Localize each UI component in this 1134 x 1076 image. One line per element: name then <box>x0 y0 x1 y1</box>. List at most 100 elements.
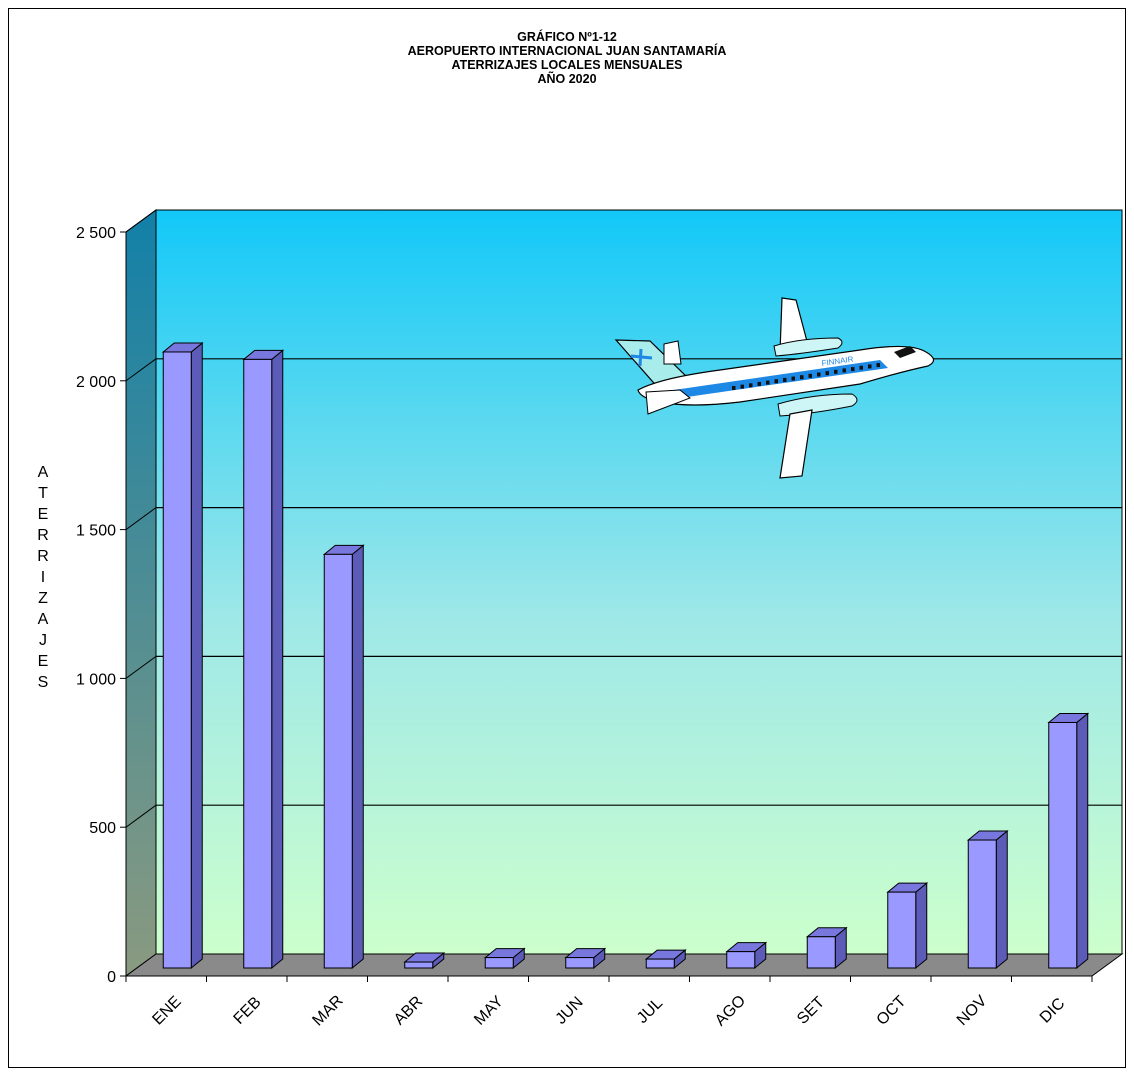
x-tick-label: SET <box>794 994 828 1028</box>
y-tick-label: 2 500 <box>76 225 116 242</box>
y-axis-label-letter: A <box>37 611 49 628</box>
y-axis-label-letter: A <box>37 464 49 481</box>
y-tick-label: 500 <box>89 820 116 837</box>
y-axis-label-letter: J <box>39 632 47 649</box>
x-tick-label: DIC <box>1037 995 1069 1027</box>
airplane-window <box>817 372 821 377</box>
gridline-side <box>125 804 157 828</box>
y-axis-label-letter: R <box>37 527 49 544</box>
bar-feb <box>242 349 285 970</box>
bar-side <box>1076 712 1089 970</box>
bar-jul <box>644 949 687 970</box>
bar-may <box>483 947 526 970</box>
x-tick-label: JUL <box>634 995 666 1027</box>
bar-jun <box>564 947 607 970</box>
bar-front <box>404 961 434 969</box>
airplane-engine-upper <box>773 337 843 357</box>
bar-front <box>565 957 595 969</box>
chart-title-block: GRÁFICO Nº1-12 AEROPUERTO INTERNACIONAL … <box>0 30 1134 86</box>
airplane-window <box>783 377 787 382</box>
bar-front <box>967 839 997 969</box>
airplane-window <box>749 383 753 388</box>
airplane-window <box>851 367 855 372</box>
chart-title-line-4: AÑO 2020 <box>537 72 597 86</box>
y-axis-label-letter: E <box>37 653 49 670</box>
bar-front <box>806 936 836 969</box>
y-tick-label: 2 000 <box>76 374 116 391</box>
chart-title-line-1: GRÁFICO Nº1-12 <box>517 30 617 44</box>
bar-front <box>726 951 756 969</box>
y-tick-label: 0 <box>107 969 116 986</box>
x-tick-label: AGO <box>712 992 749 1029</box>
y-axis-label-letter: T <box>38 485 48 502</box>
airplane-window <box>757 381 761 386</box>
bar-front <box>243 358 273 969</box>
airplane-wing-lower <box>779 409 813 479</box>
bar-ago <box>725 941 768 970</box>
bar-front <box>645 958 675 969</box>
bar-side <box>351 544 364 970</box>
x-tick-label: MAY <box>471 993 507 1029</box>
gridline-side <box>125 507 157 531</box>
y-axis-label-letter: Z <box>38 590 48 607</box>
chart-title-line-2: AEROPUERTO INTERNACIONAL JUAN SANTAMARÍA <box>407 44 727 58</box>
chart-title-line-3: ATERRIZAJES LOCALES MENSUALES <box>451 58 683 72</box>
gridline-side <box>125 209 157 233</box>
airplane-window <box>808 373 812 378</box>
plot-area <box>124 209 1124 977</box>
x-tick-labels: ENE FEB MAR ABR MAY JUN JUL AGO SET OCT NOV DIC <box>149 992 1068 1029</box>
airplane-window <box>774 379 778 384</box>
airplane-icon: FINNAIR <box>614 297 935 479</box>
side-wall <box>125 209 157 977</box>
bar-side <box>995 829 1008 970</box>
airplane-window <box>740 384 744 389</box>
bar-front <box>1048 721 1078 969</box>
x-tick-label: ABR <box>391 993 426 1028</box>
y-axis-label-letter: E <box>37 506 49 523</box>
bar-side <box>190 341 203 970</box>
airplane-window <box>791 376 795 381</box>
axes <box>120 231 1093 982</box>
bar-oct <box>886 882 929 970</box>
airplane-window <box>732 386 736 390</box>
y-tick-labels: 0 500 1 000 1 500 2 000 2 500 <box>76 225 116 986</box>
gridline-side <box>125 655 157 679</box>
x-tick-label: OCT <box>874 993 910 1029</box>
airplane-window <box>868 364 872 369</box>
bar-front <box>484 957 514 969</box>
bar-set <box>805 926 848 970</box>
bar-dic <box>1047 712 1090 970</box>
airplane-stripe <box>660 360 888 398</box>
airplane-window <box>859 365 863 370</box>
x-tick-label: MAR <box>309 992 346 1029</box>
bar-front <box>162 351 192 969</box>
bar-mar <box>322 544 365 970</box>
bar-front <box>323 553 353 969</box>
airplane-window <box>876 363 880 368</box>
airplane-window <box>766 380 770 385</box>
gridline-side <box>125 358 157 382</box>
airplane-window <box>825 371 829 376</box>
airplane-window <box>834 369 838 374</box>
x-tick-label: JUN <box>553 994 587 1028</box>
y-axis-label-letter: S <box>37 674 49 691</box>
y-axis-label-letter: I <box>40 569 46 586</box>
airplane-cockpit <box>894 346 916 358</box>
bars-group <box>161 341 1090 970</box>
airplane-window <box>842 368 846 373</box>
y-tick-label: 1 000 <box>76 671 116 688</box>
bar-abr <box>403 951 446 970</box>
bar-front <box>887 891 917 969</box>
airplane-tail-cross <box>630 348 653 367</box>
bar-side <box>915 882 928 970</box>
x-tick-label: FEB <box>231 994 265 1028</box>
airplane-stabilizer <box>645 389 691 415</box>
airplane-tail-tip <box>663 340 682 365</box>
x-tick-label: NOV <box>954 992 991 1029</box>
x-tick-label: ENE <box>149 993 184 1028</box>
airplane-illustration: FINNAIR <box>614 297 935 479</box>
bar-ene <box>161 341 204 970</box>
bar-side <box>271 349 284 970</box>
y-axis-label-letter: R <box>37 548 49 565</box>
